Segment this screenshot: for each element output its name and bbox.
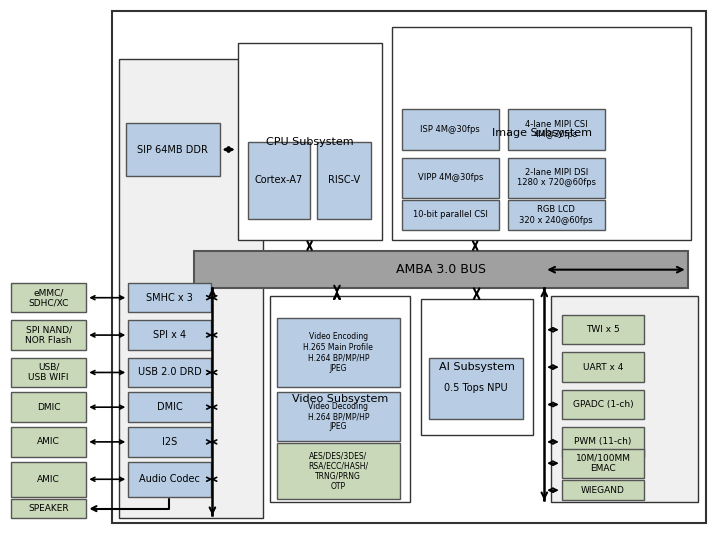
- Text: CPU Subsystem: CPU Subsystem: [266, 137, 354, 146]
- Text: Video Decoding
H.264 BP/MP/HP
JPEG: Video Decoding H.264 BP/MP/HP JPEG: [307, 402, 369, 431]
- Text: Video Encoding
H.265 Main Profile
H.264 BP/MP/HP
JPEG: Video Encoding H.265 Main Profile H.264 …: [303, 332, 374, 373]
- Bar: [128, 320, 211, 350]
- Bar: [402, 200, 499, 230]
- Text: Image Subsystem: Image Subsystem: [492, 129, 592, 138]
- Bar: [128, 358, 211, 387]
- Bar: [277, 443, 400, 499]
- Bar: [270, 296, 410, 502]
- Bar: [562, 390, 644, 419]
- Bar: [128, 392, 211, 422]
- Bar: [562, 480, 644, 500]
- Bar: [11, 358, 86, 387]
- Text: SPEAKER: SPEAKER: [28, 504, 69, 513]
- Text: SMHC x 3: SMHC x 3: [146, 293, 193, 303]
- Bar: [11, 283, 86, 312]
- Text: 4-lane MIPI CSI
4M@30fps: 4-lane MIPI CSI 4M@30fps: [525, 120, 588, 139]
- Text: WIEGAND: WIEGAND: [581, 486, 625, 494]
- Text: RGB LCD
320 x 240@60fps: RGB LCD 320 x 240@60fps: [519, 205, 593, 225]
- Bar: [277, 318, 400, 387]
- Text: Audio Codec: Audio Codec: [139, 474, 200, 484]
- Bar: [317, 142, 371, 219]
- Bar: [402, 158, 499, 198]
- Bar: [238, 43, 382, 240]
- Bar: [508, 109, 605, 150]
- Bar: [128, 462, 211, 497]
- Text: UART x 4: UART x 4: [582, 363, 624, 372]
- Text: 10-bit parallel CSI: 10-bit parallel CSI: [413, 210, 487, 219]
- Text: eMMC/
SDHC/XC: eMMC/ SDHC/XC: [28, 288, 69, 308]
- Text: PWM (11-ch): PWM (11-ch): [575, 437, 631, 446]
- Text: GPADC (1-ch): GPADC (1-ch): [572, 400, 634, 409]
- Bar: [562, 352, 644, 382]
- Bar: [248, 142, 310, 219]
- Text: 10M/100MM
EMAC: 10M/100MM EMAC: [575, 453, 631, 473]
- Text: SIP 64MB DDR: SIP 64MB DDR: [138, 145, 208, 154]
- Text: VIPP 4M@30fps: VIPP 4M@30fps: [418, 173, 483, 182]
- Text: AMBA 3.0 BUS: AMBA 3.0 BUS: [396, 263, 486, 276]
- Bar: [562, 427, 644, 457]
- Text: AMIC: AMIC: [37, 475, 60, 484]
- Text: TWI x 5: TWI x 5: [586, 325, 620, 334]
- Text: 0.5 Tops NPU: 0.5 Tops NPU: [444, 383, 508, 394]
- Bar: [508, 200, 605, 230]
- Bar: [128, 283, 211, 312]
- Text: SPI x 4: SPI x 4: [153, 330, 186, 340]
- Text: RISC-V: RISC-V: [328, 175, 360, 185]
- Bar: [11, 427, 86, 457]
- Bar: [421, 299, 533, 435]
- Text: I2S: I2S: [162, 437, 177, 447]
- Bar: [11, 320, 86, 350]
- Bar: [126, 123, 220, 176]
- Text: AES/DES/3DES/
RSA/ECC/HASH/
TRNG/PRNG
OTP: AES/DES/3DES/ RSA/ECC/HASH/ TRNG/PRNG OT…: [308, 451, 369, 491]
- Bar: [562, 315, 644, 344]
- Bar: [402, 109, 499, 150]
- Bar: [392, 27, 691, 240]
- Text: USB 2.0 DRD: USB 2.0 DRD: [138, 367, 202, 378]
- Text: DMIC: DMIC: [37, 403, 60, 412]
- Text: AI Subsystem: AI Subsystem: [439, 362, 515, 372]
- Text: DMIC: DMIC: [157, 402, 182, 412]
- Bar: [508, 158, 605, 198]
- Bar: [112, 11, 706, 523]
- Text: USB/
USB WIFI: USB/ USB WIFI: [28, 363, 69, 382]
- Bar: [11, 499, 86, 518]
- Text: AMIC: AMIC: [37, 437, 60, 446]
- Bar: [551, 296, 698, 502]
- Text: Cortex-A7: Cortex-A7: [255, 175, 303, 185]
- Bar: [11, 392, 86, 422]
- Bar: [562, 449, 644, 478]
- Bar: [429, 358, 523, 419]
- Bar: [128, 427, 211, 457]
- Bar: [119, 59, 263, 518]
- Bar: [11, 462, 86, 497]
- Text: ISP 4M@30fps: ISP 4M@30fps: [420, 125, 480, 134]
- Bar: [277, 392, 400, 441]
- Text: SPI NAND/
NOR Flash: SPI NAND/ NOR Flash: [25, 325, 72, 345]
- Text: 2-lane MIPI DSI
1280 x 720@60fps: 2-lane MIPI DSI 1280 x 720@60fps: [517, 168, 595, 187]
- Bar: [194, 251, 688, 288]
- Text: Video Subsystem: Video Subsystem: [292, 394, 388, 404]
